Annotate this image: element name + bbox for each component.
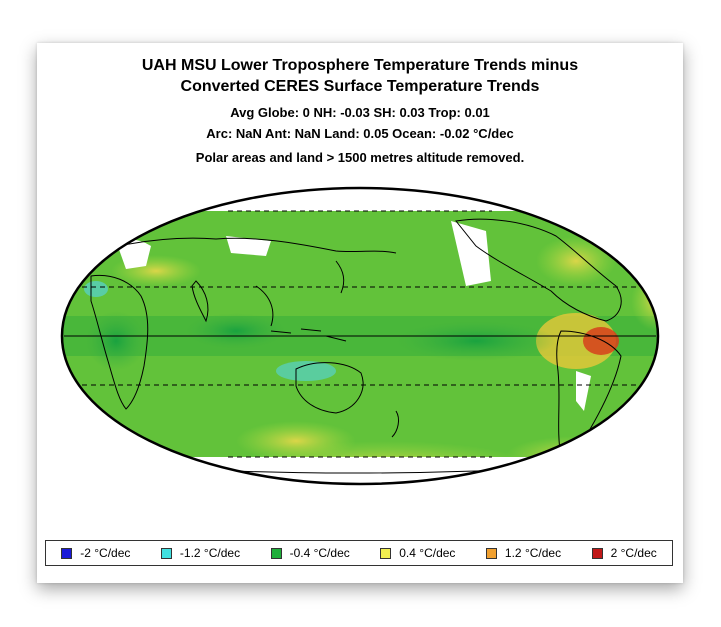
legend-item: -1.2 °C/dec: [160, 546, 241, 560]
note-line: Polar areas and land > 1500 metres altit…: [195, 150, 525, 165]
legend-label: 2 °C/dec: [610, 546, 657, 560]
stats-line-2: Arc: NaN Ant: NaN Land: 0.05 Ocean: -0.0…: [206, 126, 514, 141]
legend-swatch: [160, 547, 172, 559]
legend-item: 2 °C/dec: [591, 546, 657, 560]
legend-swatch: [485, 547, 497, 559]
legend-item: 0.4 °C/dec: [380, 546, 455, 560]
chart-title-line-2: Converted CERES Surface Temperature Tren…: [180, 78, 540, 95]
graticule: [64, 210, 656, 458]
legend-swatch: [270, 547, 282, 559]
legend-label: 0.4 °C/dec: [399, 546, 456, 560]
figure-panel: UAH MSU Lower Troposphere Temperature Tr…: [37, 43, 683, 583]
legend-swatch: [61, 547, 73, 559]
legend-label: -2 °C/dec: [80, 546, 131, 560]
legend: -2 °C/dec -1.2 °C/dec -0.4 °C/dec 0.4 °C…: [45, 540, 673, 566]
legend-swatch: [380, 547, 392, 559]
map-outline: [60, 186, 660, 486]
legend-label: 1.2 °C/dec: [504, 546, 562, 560]
legend-swatch: [591, 547, 603, 559]
legend-label: -0.4 °C/dec: [289, 546, 350, 560]
stats-line-1: Avg Globe: 0 NH: -0.03 SH: 0.03 Trop: 0.…: [230, 105, 490, 120]
legend-item: -0.4 °C/dec: [270, 546, 350, 560]
chart-title-line-1: UAH MSU Lower Troposphere Temperature Tr…: [141, 57, 579, 74]
legend-item: -2 °C/dec: [61, 546, 130, 560]
legend-label: -1.2 °C/dec: [179, 546, 241, 560]
world-map: [60, 186, 660, 486]
legend-item: 1.2 °C/dec: [485, 546, 562, 560]
